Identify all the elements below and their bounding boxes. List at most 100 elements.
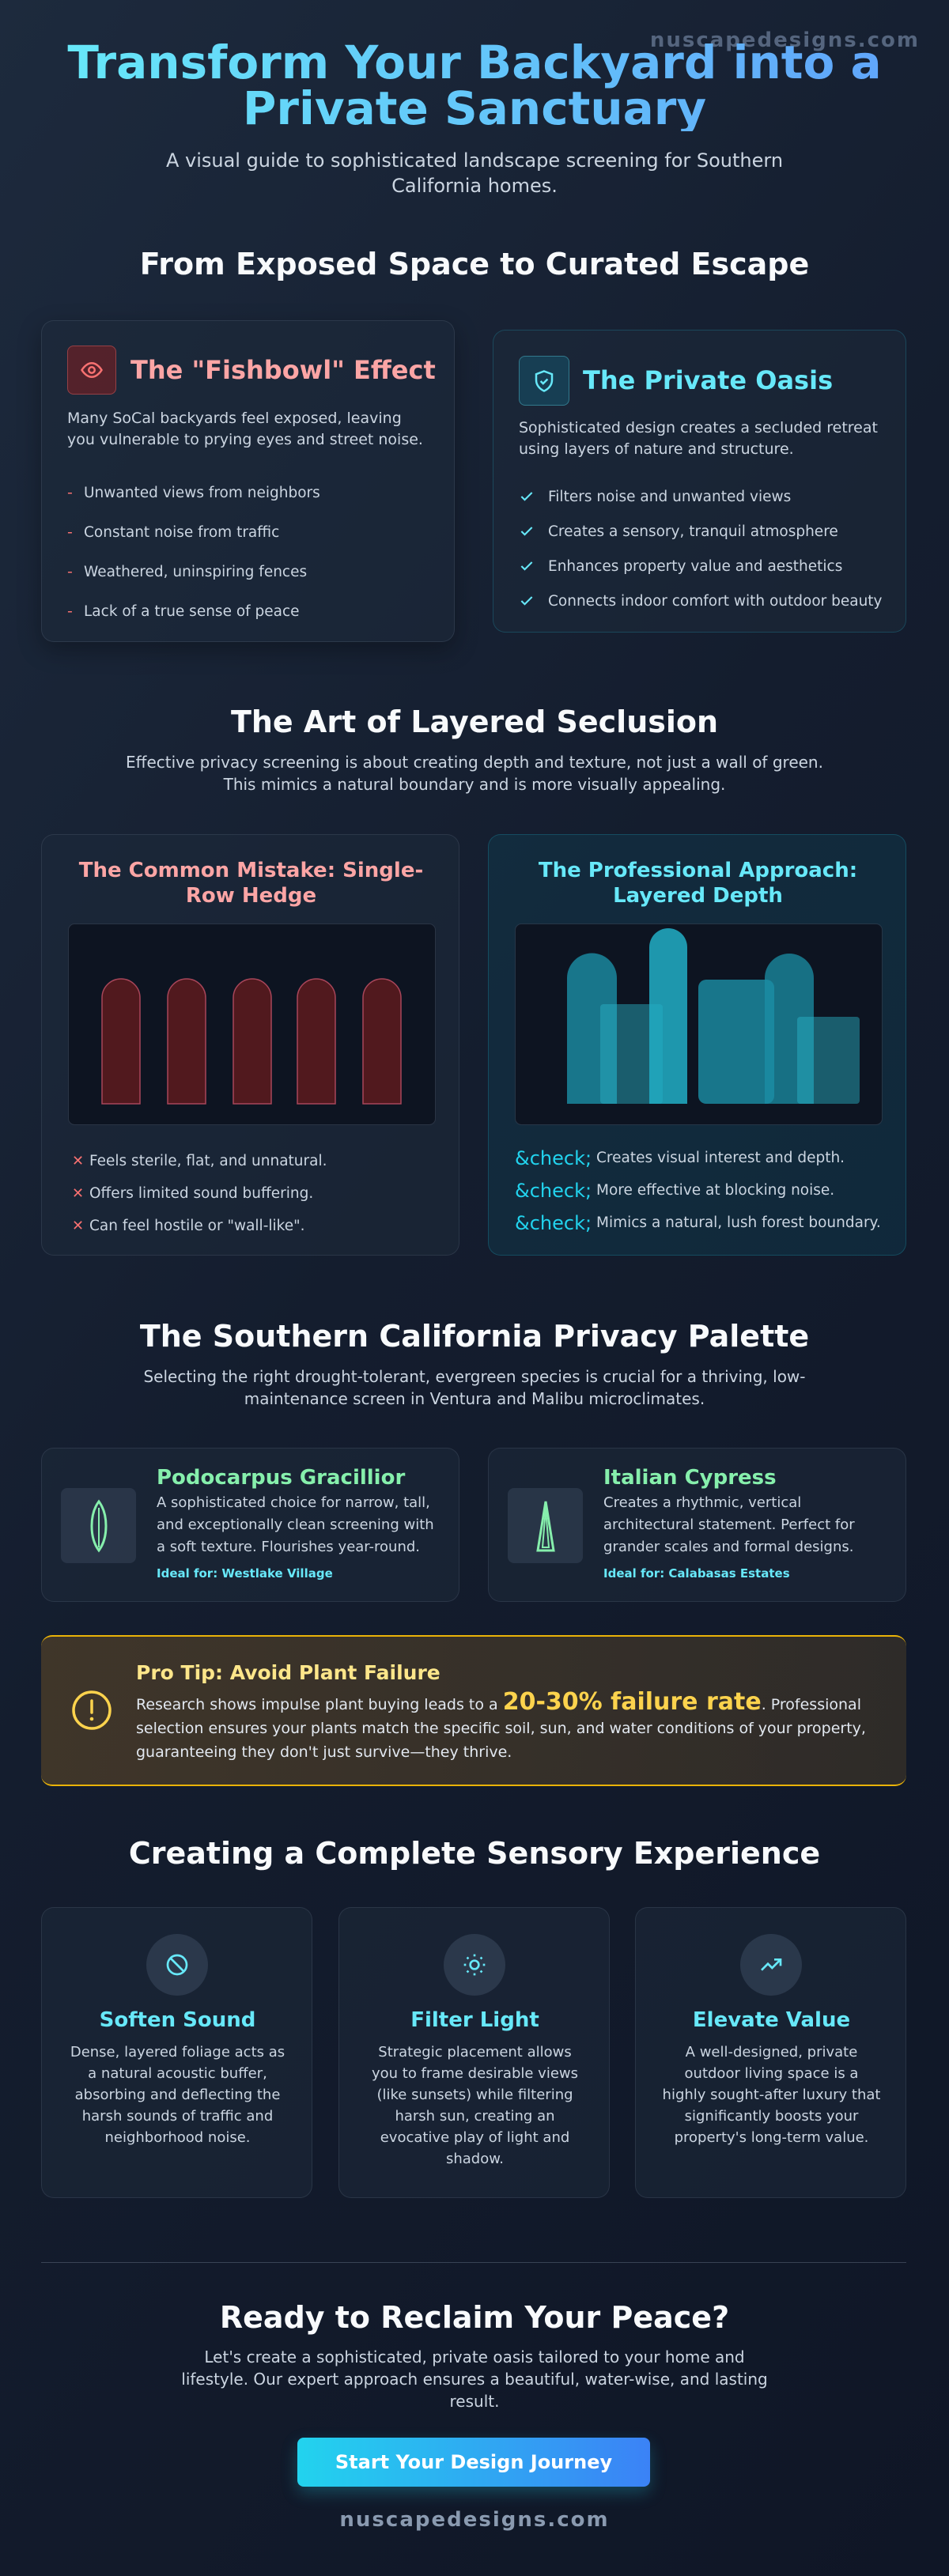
item-text: Enhances property value and aesthetics (548, 557, 843, 575)
sensory-card: Soften Sound Dense, layered foliage acts … (41, 1907, 312, 2198)
list-item: ✕ Feels sterile, flat, and unnatural. (72, 1145, 436, 1177)
sensory-title: Filter Light (410, 2008, 539, 2032)
section-heading: From Exposed Space to Curated Escape (139, 247, 810, 281)
divider (41, 2262, 906, 2263)
problem-card: The "Fishbowl" Effect Many SoCal backyar… (41, 320, 455, 642)
check-marker: &check; (515, 1179, 592, 1202)
list-item: Filters noise and unwanted views (519, 479, 890, 514)
solution-list: Filters noise and unwanted views Creates … (519, 479, 890, 618)
item-text: More effective at blocking noise. (596, 1182, 835, 1199)
sensory-card: Elevate Value A well-designed, private ou… (635, 1907, 906, 2198)
list-item: Connects indoor comfort with outdoor bea… (519, 584, 890, 618)
bullet-marker: - (67, 484, 73, 501)
card-title: The Private Oasis (583, 365, 834, 395)
item-text: Constant noise from traffic (84, 523, 280, 541)
approach-card: The Professional Approach: Layered Depth… (488, 834, 906, 1256)
tip-highlight: 20-30% failure rate (502, 1688, 762, 1716)
single-row-illustration (68, 924, 436, 1125)
card-title: The Professional Approach: Layered Depth (538, 859, 858, 908)
check-icon (519, 523, 548, 539)
plant-name: Italian Cypress (603, 1466, 777, 1490)
item-text: Weathered, uninspiring fences (84, 563, 308, 580)
item-text: Offers limited sound buffering. (89, 1185, 314, 1202)
check-marker: &check; (515, 1211, 592, 1234)
cta-button[interactable]: Start Your Design Journey (297, 2438, 650, 2487)
mistake-list: ✕ Feels sterile, flat, and unnatural. ✕ Off… (72, 1145, 436, 1242)
item-text: Can feel hostile or "wall-like". (89, 1218, 305, 1234)
section-heading: The Art of Layered Seclusion (230, 704, 719, 739)
cta-heading: Ready to Reclaim Your Peace? (219, 2300, 730, 2335)
bullet-marker: - (67, 523, 73, 541)
check-icon (519, 489, 548, 504)
plant-text: Creates a rhythmic, vertical architectur… (603, 1494, 855, 1555)
check-icon (519, 558, 548, 574)
list-item: ✕ Offers limited sound buffering. (72, 1177, 436, 1210)
section-text: Effective privacy screening is about cre… (126, 753, 823, 794)
section-heading: Creating a Complete Sensory Experience (128, 1836, 821, 1871)
item-text: Feels sterile, flat, and unnatural. (89, 1153, 327, 1169)
plant-card: Italian Cypress Creates a rhythmic, vert… (488, 1448, 906, 1602)
approach-list: &check; Creates visual interest and depth… (515, 1142, 887, 1239)
list-item: &check; More effective at blocking noise. (515, 1174, 887, 1207)
leaf-icon (61, 1488, 136, 1563)
tip-text-before: Research shows impulse plant buying lead… (136, 1696, 503, 1713)
sensory-text: Dense, layered foliage acts as a natural… (70, 2044, 285, 2146)
sensory-icon (444, 1934, 505, 1996)
title: Transform Your Backyard into a Private S… (63, 40, 886, 131)
list-item: - Unwanted views from neighbors (67, 473, 431, 512)
sensory-icon (146, 1934, 208, 1996)
plant-text: A sophisticated choice for narrow, tall,… (157, 1494, 434, 1555)
shield-icon (519, 356, 569, 406)
list-item: Enhances property value and aesthetics (519, 549, 890, 584)
list-item: ✕ Can feel hostile or "wall-like". (72, 1210, 436, 1242)
plant-card: Podocarpus Gracillior A sophisticated ch… (41, 1448, 459, 1602)
item-text: Unwanted views from neighbors (84, 484, 320, 501)
card-text: Many SoCal backyards feel exposed, leavi… (67, 410, 423, 448)
item-text: Mimics a natural, lush forest boundary. (596, 1214, 881, 1231)
plant-name: Podocarpus Gracillior (157, 1466, 406, 1490)
alert-icon (72, 1690, 112, 1730)
card-text: Sophisticated design creates a secluded … (519, 419, 878, 458)
card-title: The Common Mistake: Single-Row Hedge (78, 859, 424, 908)
bullet-marker: - (67, 602, 73, 620)
tip-text: Research shows impulse plant buying lead… (136, 1690, 879, 1764)
sensory-title: Soften Sound (99, 2008, 256, 2032)
sensory-title: Elevate Value (692, 2008, 851, 2032)
subtitle: A visual guide to sophisticated landscap… (165, 149, 784, 197)
footer-site: nuscapedesigns.com (339, 2508, 610, 2532)
x-marker: ✕ (72, 1185, 85, 1202)
cta-text: Let's create a sophisticated, private oa… (181, 2347, 768, 2411)
tip-text-after: . Professional selection ensures your pl… (136, 1696, 866, 1761)
list-item: &check; Mimics a natural, lush forest bou… (515, 1207, 887, 1239)
item-text: Filters noise and unwanted views (548, 488, 792, 505)
mistake-card: The Common Mistake: Single-Row Hedge ✕ Fe… (41, 834, 459, 1256)
cypress-icon (508, 1488, 583, 1563)
section-text: Selecting the right drought-tolerant, ev… (143, 1367, 806, 1408)
sensory-text: A well-designed, private outdoor living … (662, 2044, 881, 2146)
check-icon (519, 593, 548, 609)
solution-card: The Private Oasis Sophisticated design c… (493, 330, 906, 633)
tip-title: Pro Tip: Avoid Plant Failure (136, 1661, 440, 1684)
watermark: nuscapedesigns.com (650, 28, 920, 52)
layered-illustration (515, 924, 883, 1125)
list-item: - Lack of a true sense of peace (67, 591, 431, 631)
bullet-marker: - (67, 563, 73, 580)
check-marker: &check; (515, 1146, 592, 1169)
problem-list: - Unwanted views from neighbors - Constant … (67, 473, 431, 631)
x-marker: ✕ (72, 1153, 85, 1169)
plant-ideal: Ideal for: Westlake Village (157, 1566, 333, 1581)
card-title: The "Fishbowl" Effect (130, 355, 436, 385)
list-item: &check; Creates visual interest and depth… (515, 1142, 887, 1174)
item-text: Creates a sensory, tranquil atmosphere (548, 523, 838, 540)
plant-ideal: Ideal for: Calabasas Estates (603, 1566, 790, 1581)
item-text: Connects indoor comfort with outdoor bea… (548, 592, 883, 610)
sensory-icon (740, 1934, 802, 1996)
item-text: Creates visual interest and depth. (596, 1150, 845, 1166)
sensory-text: Strategic placement allows you to frame … (371, 2044, 579, 2167)
sensory-card: Filter Light Strategic placement allows y… (338, 1907, 610, 2198)
x-marker: ✕ (72, 1218, 85, 1234)
tip-box: Pro Tip: Avoid Plant Failure Research sh… (41, 1635, 906, 1786)
list-item: - Constant noise from traffic (67, 512, 431, 552)
list-item: Creates a sensory, tranquil atmosphere (519, 514, 890, 549)
